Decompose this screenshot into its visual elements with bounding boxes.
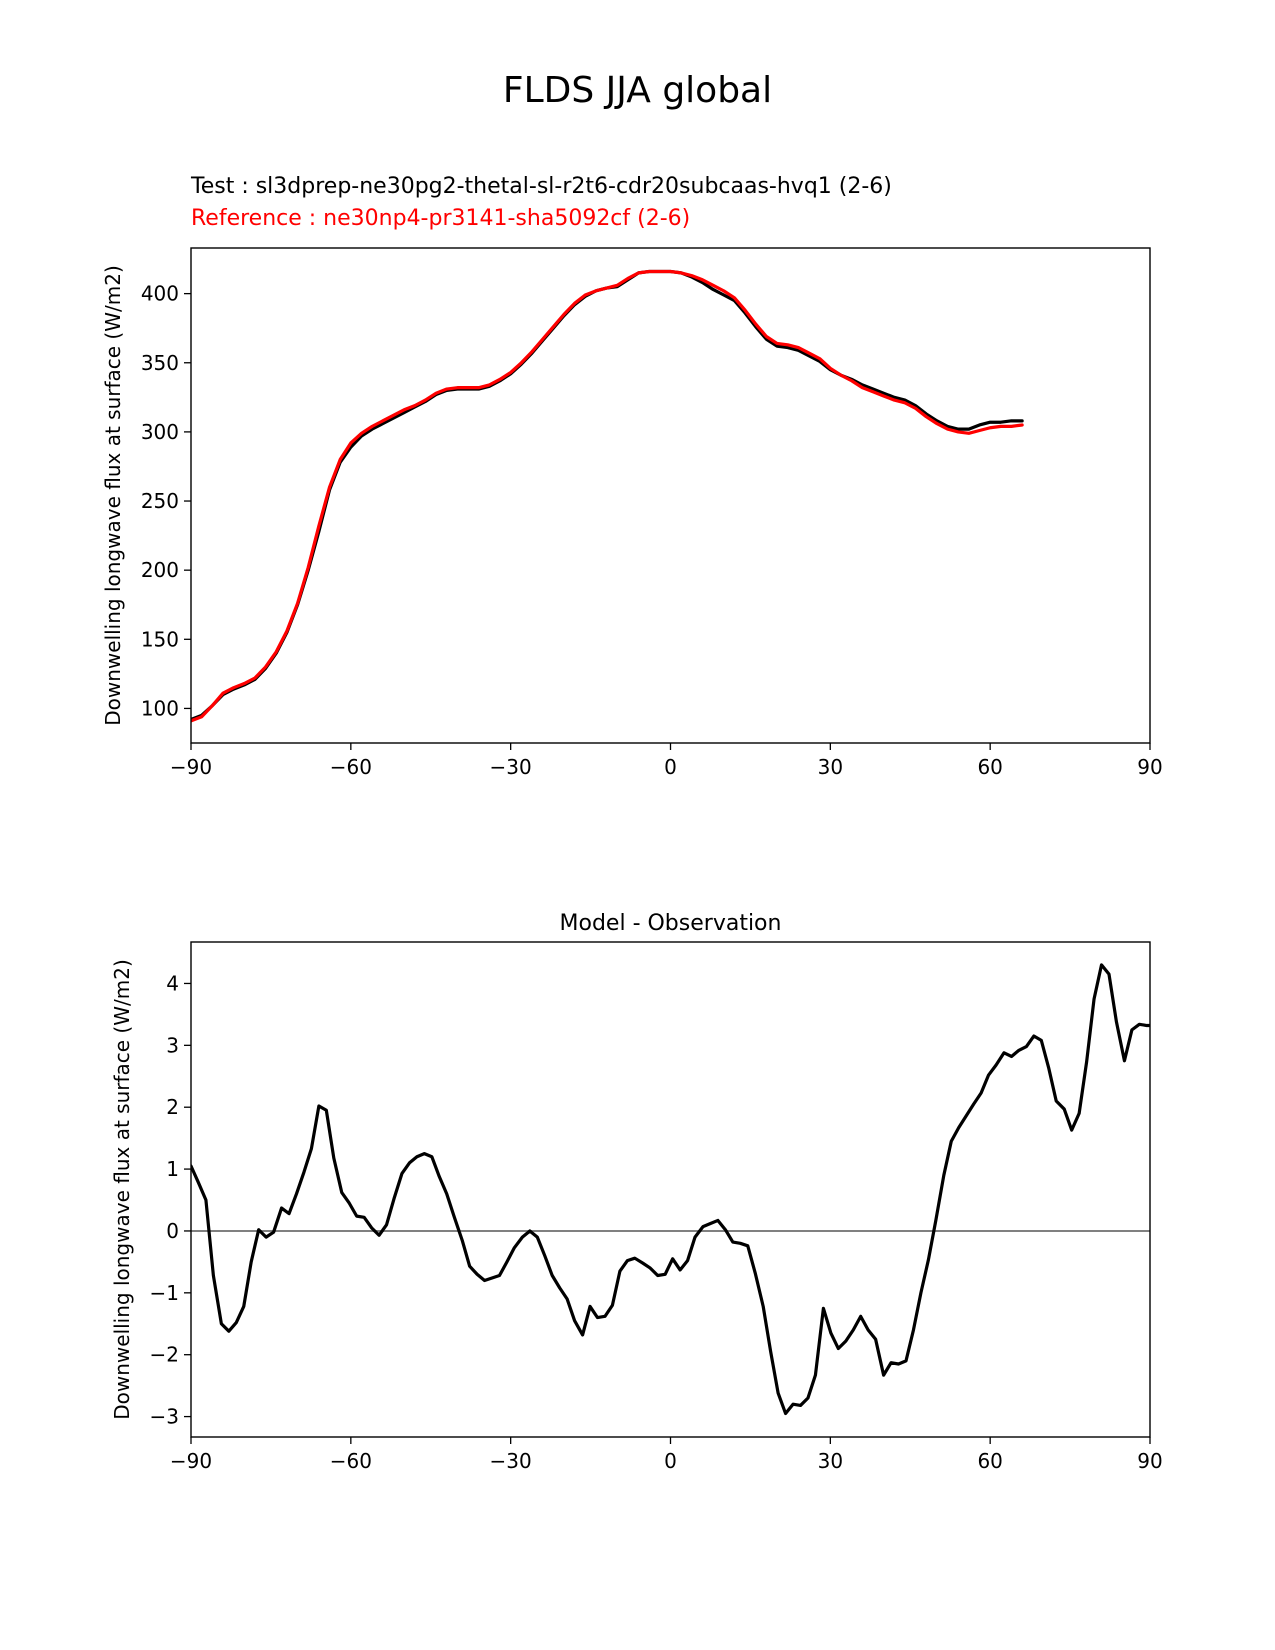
x-tick-label: −90: [170, 755, 212, 779]
y-tick-label: 0: [166, 1219, 179, 1243]
x-tick-label: 60: [977, 1449, 1002, 1473]
series-line-difference: [191, 963, 1150, 1416]
x-tick-label: 0: [664, 1449, 677, 1473]
x-tick-label: −30: [490, 755, 532, 779]
x-tick-label: −90: [170, 1449, 212, 1473]
y-tick-label: 350: [141, 351, 179, 375]
x-tick-label: −60: [330, 755, 372, 779]
y-tick-label: 2: [166, 1095, 179, 1119]
reference-label: Reference : ne30np4-pr3141-sha5092cf (2-…: [191, 206, 691, 231]
y-axis-label: Downwelling longwave flux at surface (W/…: [110, 959, 134, 1420]
y-tick-label: 100: [141, 696, 179, 720]
y-tick-label: −1: [150, 1281, 179, 1305]
y-tick-label: 150: [141, 627, 179, 651]
series-line-test: [191, 269, 1024, 722]
x-tick-label: −60: [330, 1449, 372, 1473]
x-tick-label: 90: [1137, 1449, 1162, 1473]
test-label: Test : sl3dprep-ne30pg2-thetal-sl-r2t6-c…: [191, 174, 892, 199]
series-line-reference: [191, 269, 1024, 723]
y-tick-label: 300: [141, 420, 179, 444]
x-tick-label: 30: [818, 755, 843, 779]
y-tick-label: −2: [150, 1343, 179, 1367]
panel-title: Model - Observation: [560, 911, 782, 936]
figure-title: FLDS JJA global: [502, 70, 773, 111]
y-tick-label: 4: [166, 971, 179, 995]
x-tick-label: 90: [1137, 755, 1162, 779]
axes-frame: [190, 941, 1151, 1438]
plot-area: [191, 963, 1150, 1416]
y-tick-label: 3: [166, 1033, 179, 1057]
plot-area: [191, 269, 1024, 723]
zonal-mean-panel: −90 −60 −30 0 30 60 90 100 150 200 250 300 350 400 Dow…: [101, 247, 1163, 779]
y-tick-label: 1: [166, 1157, 179, 1181]
y-tick-label: 200: [141, 558, 179, 582]
y-tick-label: 250: [141, 489, 179, 513]
x-tick-label: 30: [818, 1449, 843, 1473]
x-tick-label: 0: [664, 755, 677, 779]
y-tick-label: −3: [150, 1405, 179, 1429]
y-tick-label: 400: [141, 282, 179, 306]
axes-frame: [190, 247, 1151, 744]
y-axis-label: Downwelling longwave flux at surface (W/…: [101, 265, 125, 726]
x-tick-label: 60: [977, 755, 1002, 779]
x-tick-label: −30: [490, 1449, 532, 1473]
difference-panel: −90 −60 −30 0 30 60 90 −3 −2 −1 0 1 2 3 4 Downwelling l…: [110, 911, 1163, 1473]
